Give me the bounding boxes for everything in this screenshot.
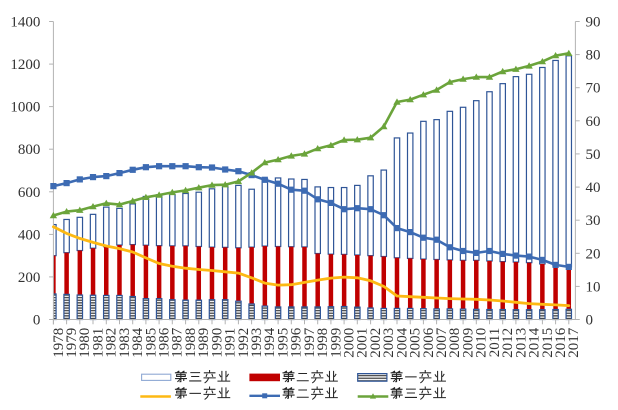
svg-text:1992: 1992 <box>236 328 252 358</box>
svg-text:1989: 1989 <box>196 328 212 358</box>
svg-text:1987: 1987 <box>170 327 186 358</box>
svg-text:80: 80 <box>586 48 601 64</box>
svg-text:2014: 2014 <box>527 327 543 358</box>
svg-text:2012: 2012 <box>500 328 516 358</box>
svg-text:200: 200 <box>18 270 41 286</box>
svg-text:2004: 2004 <box>394 327 410 358</box>
svg-text:1997: 1997 <box>302 327 318 358</box>
svg-text:1995: 1995 <box>276 328 292 358</box>
svg-text:1979: 1979 <box>64 328 80 358</box>
svg-text:800: 800 <box>18 142 41 158</box>
svg-text:2003: 2003 <box>381 328 397 358</box>
svg-text:1993: 1993 <box>249 328 265 358</box>
svg-text:40: 40 <box>586 180 601 196</box>
svg-text:1978: 1978 <box>51 328 67 358</box>
svg-text:70: 70 <box>586 81 601 97</box>
svg-text:1999: 1999 <box>328 328 344 358</box>
svg-text:2002: 2002 <box>368 328 384 358</box>
svg-text:1985: 1985 <box>143 328 159 358</box>
svg-text:30: 30 <box>586 213 601 229</box>
svg-text:90: 90 <box>586 15 601 31</box>
svg-text:1986: 1986 <box>157 327 173 358</box>
svg-text:400: 400 <box>18 227 41 243</box>
svg-text:1400: 1400 <box>10 15 40 31</box>
svg-text:1998: 1998 <box>315 328 331 358</box>
svg-text:10: 10 <box>586 279 601 295</box>
svg-text:1988: 1988 <box>183 328 199 358</box>
svg-text:1994: 1994 <box>262 327 278 358</box>
svg-text:2017: 2017 <box>566 327 582 358</box>
svg-text:1981: 1981 <box>90 328 106 358</box>
svg-text:2000: 2000 <box>342 328 358 358</box>
svg-text:2005: 2005 <box>408 328 424 358</box>
svg-text:60: 60 <box>586 114 601 130</box>
svg-text:600: 600 <box>18 185 41 201</box>
svg-text:2006: 2006 <box>421 327 437 358</box>
svg-text:1996: 1996 <box>289 327 305 358</box>
svg-text:1980: 1980 <box>77 328 93 358</box>
svg-text:2008: 2008 <box>447 328 463 358</box>
svg-text:2016: 2016 <box>553 327 569 358</box>
svg-text:1991: 1991 <box>223 328 239 358</box>
svg-text:1990: 1990 <box>209 328 225 358</box>
svg-text:0: 0 <box>586 313 594 329</box>
svg-text:1983: 1983 <box>117 328 133 358</box>
svg-text:2009: 2009 <box>461 328 477 358</box>
svg-text:2013: 2013 <box>513 328 529 358</box>
svg-text:2007: 2007 <box>434 327 450 358</box>
svg-text:0: 0 <box>33 313 41 329</box>
svg-text:1000: 1000 <box>10 100 40 116</box>
svg-text:2001: 2001 <box>355 328 371 358</box>
svg-text:50: 50 <box>586 147 601 163</box>
svg-text:2015: 2015 <box>540 328 556 358</box>
svg-text:20: 20 <box>586 246 601 262</box>
svg-text:2011: 2011 <box>487 328 503 357</box>
svg-text:1984: 1984 <box>130 327 146 358</box>
svg-text:1200: 1200 <box>10 57 40 73</box>
svg-text:2010: 2010 <box>474 328 490 358</box>
svg-text:1982: 1982 <box>104 328 120 358</box>
